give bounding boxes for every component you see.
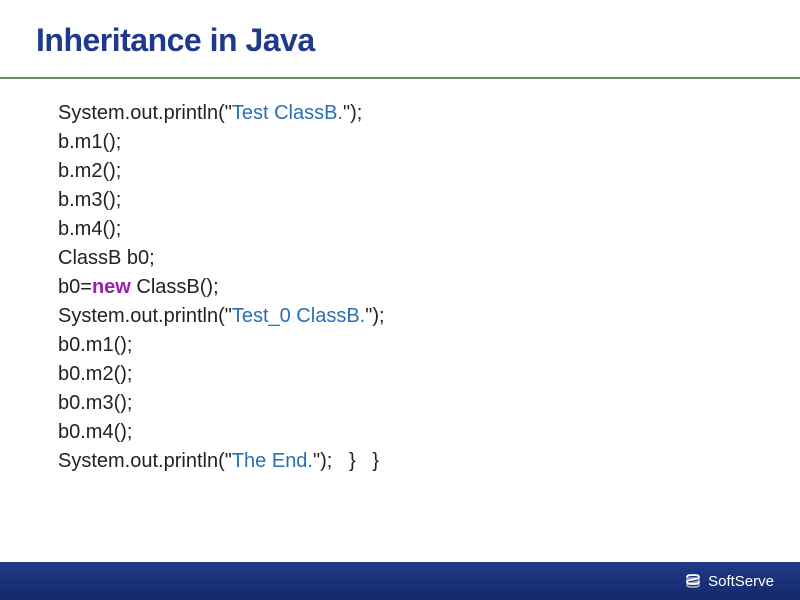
code-text: "); <box>343 102 362 124</box>
code-text: ClassB(); <box>131 276 219 298</box>
slide: Inheritance in Java System.out.println("… <box>0 0 800 600</box>
header-region: Inheritance in Java <box>0 0 800 67</box>
keyword: new <box>92 276 131 298</box>
code-line: b.m1(); <box>58 128 752 157</box>
code-text: b.m4(); <box>58 218 121 240</box>
string-literal: The End. <box>232 450 313 472</box>
code-text: b0.m1(); <box>58 334 132 356</box>
code-line: b.m2(); <box>58 157 752 186</box>
brand-logo-icon <box>684 572 702 590</box>
footer: SoftServe <box>0 562 800 600</box>
code-line: System.out.println("Test ClassB."); <box>58 99 752 128</box>
code-text: System.out.println(" <box>58 450 232 472</box>
code-line: b0=new ClassB(); <box>58 273 752 302</box>
code-text: "); } } <box>313 450 379 472</box>
code-text: ClassB b0; <box>58 247 155 269</box>
code-line: b0.m4(); <box>58 418 752 447</box>
code-text: b0.m3(); <box>58 392 132 414</box>
code-line: b0.m3(); <box>58 389 752 418</box>
code-line: b0.m2(); <box>58 360 752 389</box>
code-line: System.out.println("Test_0 ClassB."); <box>58 302 752 331</box>
code-text: System.out.println(" <box>58 305 232 327</box>
code-block: System.out.println("Test ClassB.");b.m1(… <box>0 79 800 476</box>
code-text: System.out.println(" <box>58 102 232 124</box>
code-text: b.m1(); <box>58 131 121 153</box>
string-literal: Test_0 ClassB. <box>232 305 365 327</box>
code-text: b.m3(); <box>58 189 121 211</box>
code-text: b0.m4(); <box>58 421 132 443</box>
footer-brand: SoftServe <box>684 572 774 590</box>
code-line: b.m4(); <box>58 215 752 244</box>
code-text: b.m2(); <box>58 160 121 182</box>
code-text: "); <box>365 305 384 327</box>
string-literal: Test ClassB. <box>232 102 343 124</box>
footer-brand-text: SoftServe <box>708 573 774 590</box>
code-line: b0.m1(); <box>58 331 752 360</box>
code-line: System.out.println("The End."); } } <box>58 447 752 476</box>
page-title: Inheritance in Java <box>36 22 764 59</box>
code-line: b.m3(); <box>58 186 752 215</box>
code-text: b0= <box>58 276 92 298</box>
code-text: b0.m2(); <box>58 363 132 385</box>
code-line: ClassB b0; <box>58 244 752 273</box>
